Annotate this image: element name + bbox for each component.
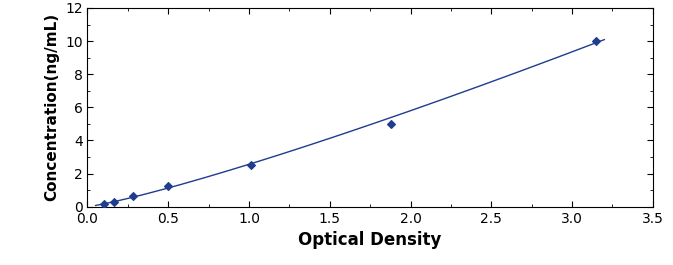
Y-axis label: Concentration(ng/mL): Concentration(ng/mL) — [44, 13, 59, 201]
X-axis label: Optical Density: Optical Density — [298, 231, 442, 249]
